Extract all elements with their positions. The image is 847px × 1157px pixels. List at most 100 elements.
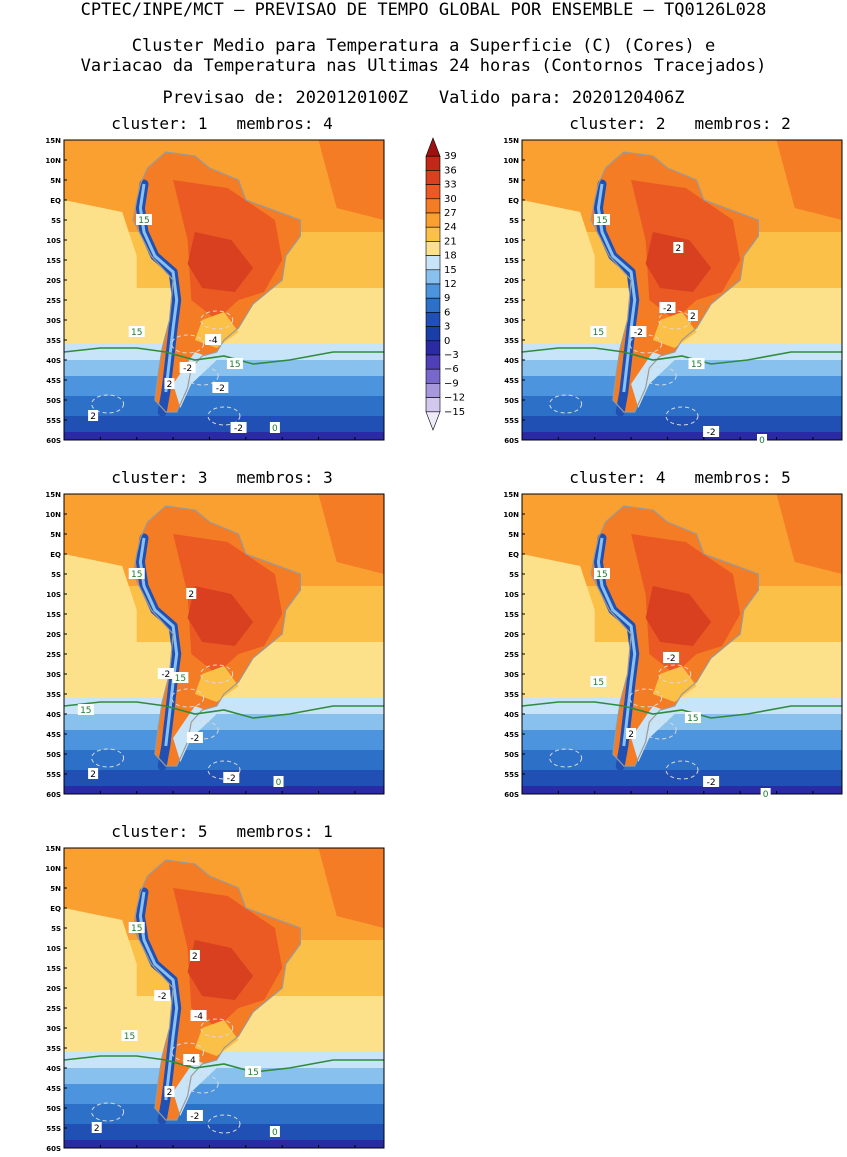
colorbar-label: 18 — [444, 251, 457, 262]
lat-tick-label: 50S — [46, 751, 61, 759]
contour-label: 15 — [175, 674, 186, 684]
contour-label: -2 — [190, 734, 199, 744]
lat-tick-label: 5S — [51, 925, 61, 933]
contour-label: 2 — [167, 380, 173, 390]
contour-label: 15 — [687, 714, 698, 724]
lat-tick-label: 15N — [503, 137, 519, 145]
lat-tick-label: 30S — [46, 1025, 61, 1033]
lat-tick-label: 25S — [46, 297, 61, 305]
colorbar-label: 33 — [444, 180, 457, 191]
colorbar-label: 27 — [444, 208, 457, 219]
contour-label: 2 — [167, 1088, 173, 1098]
lat-tick-label: 10S — [46, 237, 61, 245]
colorbar-swatch — [425, 397, 441, 413]
contour-label: -2 — [190, 1112, 199, 1122]
colorbar-label: −3 — [444, 350, 459, 361]
lat-tick-label: 40S — [504, 357, 519, 365]
lon-tick-label: 50W — [695, 797, 713, 798]
lat-tick-label: 60S — [46, 437, 61, 444]
contour-label-box — [179, 362, 196, 373]
colorbar-label: 3 — [444, 322, 450, 333]
lat-tick-label: 5N — [508, 177, 519, 185]
contour-label-box — [626, 728, 637, 739]
lat-tick-label: 55S — [504, 417, 519, 425]
lat-tick-label: 15N — [45, 845, 61, 853]
contour-label-box — [212, 382, 229, 393]
map-panel-5[interactable]: 15N 10N 5N EQ 5S 10S 15S 20S 25S 30S 35S 40S 45S 50S 5… — [28, 844, 388, 1152]
colorbar-swatch — [425, 184, 441, 200]
colorbar-label: 12 — [444, 279, 457, 290]
lat-tick-label: 35S — [504, 337, 519, 345]
panel-5-title: cluster: 5 membros: 1 — [111, 822, 333, 841]
contour-label: -2 — [183, 364, 192, 374]
lat-tick-label: 30S — [504, 671, 519, 679]
contour-label: 15 — [80, 706, 91, 716]
lat-tick-label: 60S — [46, 1145, 61, 1152]
contour-label-box — [245, 1066, 262, 1077]
colorbar-label: −6 — [444, 364, 459, 375]
map-panel-3[interactable]: 15N 10N 5N EQ 5S 10S 15S 20S 25S 30S 35S 40S 45S 50S 5… — [28, 490, 388, 798]
contour-label-box — [273, 776, 284, 787]
contour-label-box — [590, 676, 607, 687]
contour-label-box — [164, 378, 175, 389]
lat-tick-label: 35S — [46, 1045, 61, 1053]
lat-tick-label: 35S — [504, 691, 519, 699]
contour-label-box — [128, 326, 145, 337]
lat-tick-label: 60S — [46, 791, 61, 798]
lat-tick-label: EQ — [508, 551, 519, 559]
contour-label-box — [659, 302, 676, 313]
colorbar-swatch — [425, 269, 441, 285]
lon-tick-label: 60W — [201, 1151, 219, 1152]
lat-tick-label: 45S — [504, 377, 519, 385]
contour-label: 15 — [593, 328, 604, 338]
lon-tick-label: 40W — [731, 443, 749, 444]
lon-tick-label: 70W — [164, 797, 182, 798]
lon-tick-label: 60W — [659, 797, 677, 798]
lat-tick-label: 15S — [46, 611, 61, 619]
lat-tick-label: 40S — [504, 711, 519, 719]
panel-1-title: cluster: 1 membros: 4 — [111, 114, 333, 133]
lat-tick-label: 40S — [46, 1065, 61, 1073]
contour-label: 15 — [593, 678, 604, 688]
contour-label: 15 — [691, 360, 702, 370]
contour-label-box — [128, 568, 145, 579]
lat-tick-label: 15S — [504, 611, 519, 619]
colorbar-label: 21 — [444, 236, 457, 247]
map-panel-2[interactable]: 15N 10N 5N EQ 5S 10S 15S 20S 25S 30S 35S 40S 45S 50S 5… — [486, 136, 846, 444]
contour-label-box — [230, 422, 247, 433]
lat-tick-label: 20S — [46, 631, 61, 639]
contour-label-box — [189, 950, 200, 961]
lon-tick-label: 20W — [804, 797, 822, 798]
contour-label: -2 — [707, 428, 716, 438]
contour-label-box — [205, 334, 222, 345]
header-line-3: Variacao da Temperatura nas Ultimas 24 h… — [80, 56, 767, 76]
contour-label-box — [88, 768, 99, 779]
contour-label: -4 — [187, 1056, 196, 1066]
contour-label: -2 — [216, 384, 225, 394]
header-line-1: CPTEC/INPE/MCT — PREVISAO DE TEMPO GLOBA… — [80, 0, 767, 20]
lon-tick-label: 20W — [804, 443, 822, 444]
colorbar-swatch — [425, 368, 441, 384]
contour-label: 2 — [628, 730, 634, 740]
map-svg: 15N 10N 5N EQ 5S 10S 15S 20S 25S 30S 35S 40S 45S 50S 5… — [45, 137, 385, 444]
contour-label-box — [186, 1110, 203, 1121]
contour-label: 15 — [247, 1068, 258, 1078]
contour-label-box — [594, 214, 610, 225]
lon-tick-label: 70W — [164, 1151, 182, 1152]
lat-tick-label: 25S — [504, 651, 519, 659]
colorbar-swatch — [425, 283, 441, 299]
lat-tick-label: 35S — [46, 691, 61, 699]
lat-tick-label: 15S — [504, 257, 519, 265]
contour-label-box — [594, 568, 610, 579]
lon-tick-label: 100W — [511, 443, 534, 444]
lon-tick-label: 30W — [768, 797, 786, 798]
colorbar-swatch — [425, 312, 441, 327]
lat-tick-label: 5S — [509, 571, 519, 579]
colorbar-arrow-bottom — [425, 411, 441, 431]
colorbar-label: 0 — [444, 336, 450, 347]
map-panel-4[interactable]: 15N 10N 5N EQ 5S 10S 15S 20S 25S 30S 35S 40S 45S 50S 5… — [486, 490, 846, 798]
contour-label: 0 — [759, 436, 765, 444]
map-panel-1[interactable]: 15N 10N 5N EQ 5S 10S 15S 20S 25S 30S 35S 40S 45S 50S 5… — [28, 136, 388, 444]
contour-label-box — [269, 1126, 280, 1137]
lon-tick-label: 20W — [346, 1151, 364, 1152]
